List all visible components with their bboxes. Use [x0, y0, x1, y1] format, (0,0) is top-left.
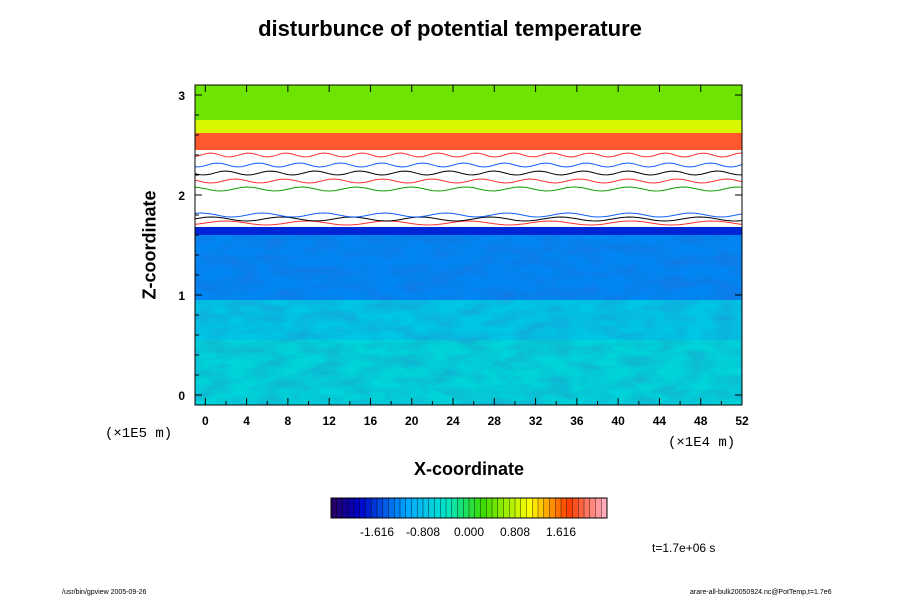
contour-line-4: [195, 178, 742, 184]
colorbar-tick-label: -0.808: [406, 525, 440, 539]
colorbar-swatch: [543, 498, 550, 518]
footer-right-caption: arare-all-bulk20050924.nc@PotTemp,t=1.7e…: [690, 589, 832, 596]
colorbar-swatch: [520, 498, 527, 518]
colorbar-swatch: [348, 498, 355, 518]
contour-line-3: [195, 186, 742, 192]
colorbar-swatch: [365, 498, 372, 518]
colorbar-swatch: [572, 498, 579, 518]
field-band-4: [195, 133, 742, 150]
contour-line-0: [195, 220, 742, 226]
colorbar-tick-label: 0.808: [500, 525, 530, 539]
contour-line-6: [195, 162, 742, 168]
colorbar-swatch: [474, 498, 481, 518]
colorbar-swatch: [469, 498, 476, 518]
x-tick-label: 36: [570, 414, 584, 428]
colorbar-swatch: [359, 498, 366, 518]
y-tick-label: 3: [178, 89, 185, 103]
y-axis: 0 1 2 3: [178, 89, 742, 403]
x-tick-label: 0: [202, 414, 209, 428]
colorbar-swatch: [377, 498, 384, 518]
colorbar-frame: [330, 497, 608, 519]
x-tick-label: 44: [653, 414, 667, 428]
colorbar-swatch: [566, 498, 573, 518]
heatmap-field: [195, 85, 742, 405]
field-band-6: [195, 85, 742, 120]
colorbar-swatch: [405, 498, 412, 518]
colorbar-swatch: [382, 498, 389, 518]
footer-left-caption: /usr/bin/gpview 2005-09-26: [62, 589, 147, 596]
colorbar-swatch: [549, 498, 556, 518]
x-tick-label: 4: [243, 414, 250, 428]
x-tick-label: 52: [735, 414, 749, 428]
contour-line-7: [195, 152, 742, 158]
chart-title: disturbunce of potential temperature: [258, 16, 642, 41]
contour-lines: [195, 152, 742, 226]
y-tick-label: 2: [178, 189, 185, 203]
colorbar-swatch: [451, 498, 458, 518]
plot-frame: [194, 84, 743, 406]
colorbar-swatch: [394, 498, 401, 518]
x-axis-unit: (×1E4 m): [668, 435, 736, 451]
colorbar-swatch: [492, 498, 499, 518]
contour-line-5: [195, 170, 742, 176]
colorbar-swatch: [601, 498, 608, 518]
colorbar-swatch: [584, 498, 591, 518]
colorbar-swatch: [480, 498, 487, 518]
colorbar-swatch: [446, 498, 453, 518]
colorbar-swatch: [555, 498, 562, 518]
colorbar-swatch: [497, 498, 504, 518]
field-band-5: [195, 120, 742, 133]
colorbar-swatch: [589, 498, 596, 518]
colorbar-swatch: [486, 498, 493, 518]
colorbar-swatch: [371, 498, 378, 518]
colorbar-swatch: [428, 498, 435, 518]
y-tick-label: 1: [178, 289, 185, 303]
colorbar-swatch: [538, 498, 545, 518]
x-tick-label: 48: [694, 414, 708, 428]
colorbar-swatch: [561, 498, 568, 518]
field-band-3: [195, 227, 742, 235]
colorbar-swatch: [526, 498, 533, 518]
contour-line-1: [195, 216, 742, 222]
colorbar-tick-label: 1.616: [546, 525, 576, 539]
colorbar-swatch: [342, 498, 349, 518]
x-tick-label: 20: [405, 414, 419, 428]
colorbar-swatch: [463, 498, 470, 518]
colorbar-swatch: [515, 498, 522, 518]
colorbar-swatch: [578, 498, 585, 518]
field-texture: [195, 235, 742, 405]
colorbar-swatch: [440, 498, 447, 518]
colorbar-swatch: [400, 498, 407, 518]
colorbar-swatch: [354, 498, 361, 518]
colorbar-swatch: [595, 498, 602, 518]
colorbar-tick-label: 0.000: [454, 525, 484, 539]
x-axis: 0 4 8 12 16 20 24 28 32 36 40 44 48 52: [202, 85, 749, 428]
colorbar-swatch: [423, 498, 430, 518]
x-tick-label: 32: [529, 414, 543, 428]
colorbar-swatch: [503, 498, 510, 518]
x-tick-label: 28: [488, 414, 502, 428]
colorbar-swatch: [532, 498, 539, 518]
colorbar-swatch: [331, 498, 338, 518]
colorbar-swatch: [434, 498, 441, 518]
colorbar-swatch: [411, 498, 418, 518]
x-tick-label: 8: [285, 414, 292, 428]
y-tick-label: 0: [178, 389, 185, 403]
x-axis-label: X-coordinate: [413, 459, 524, 479]
colorbar-tick-label: -1.616: [360, 525, 394, 539]
x-tick-label: 24: [446, 414, 460, 428]
x-tick-label: 12: [322, 414, 336, 428]
x-tick-label: 40: [611, 414, 625, 428]
y-axis-unit: (×1E5 m): [105, 426, 173, 442]
colorbar-swatch: [388, 498, 395, 518]
colorbar-swatch: [509, 498, 516, 518]
colorbar-swatch: [457, 498, 464, 518]
colorbar-swatch: [336, 498, 343, 518]
x-tick-label: 16: [364, 414, 378, 428]
time-annotation: t=1.7e+06 s: [652, 541, 716, 555]
colorbar: -1.616 -0.808 0.000 0.808 1.616: [330, 497, 608, 539]
colorbar-swatch: [417, 498, 424, 518]
contour-line-2: [195, 212, 742, 218]
